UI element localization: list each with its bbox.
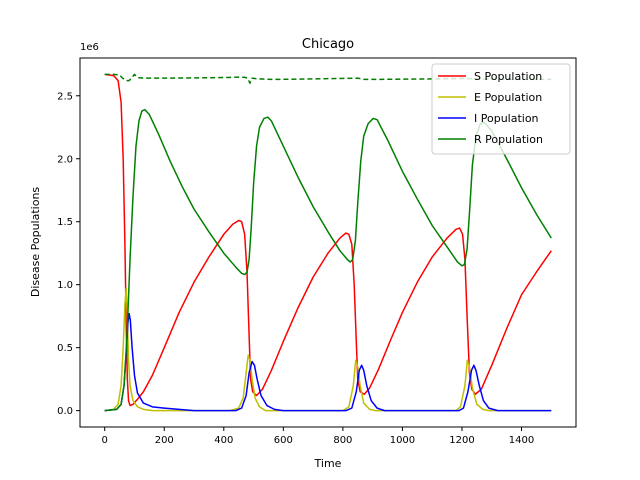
legend-label: S Population [474, 70, 542, 83]
y-tick-label: 0.0 [57, 406, 73, 417]
y-tick-label: 0.5 [57, 343, 73, 354]
x-tick-label: 600 [274, 435, 293, 446]
x-axis-label: Time [314, 457, 342, 470]
x-tick-label: 1200 [449, 435, 474, 446]
x-tick-label: 0 [102, 435, 108, 446]
x-tick-label: 400 [214, 435, 233, 446]
y-tick-label: 1.5 [57, 217, 73, 228]
y-axis-ticks: 0.0 0.5 1.0 1.5 2.0 2.5 [57, 91, 80, 417]
x-tick-label: 1400 [509, 435, 534, 446]
legend-label: R Population [474, 133, 543, 146]
x-tick-label: 200 [155, 435, 174, 446]
x-tick-label: 800 [333, 435, 352, 446]
x-axis-ticks: 0 200 400 600 800 1000 1200 1400 [102, 427, 534, 446]
series-line-dashed-4 [104, 73, 552, 84]
series-line-i-population [104, 312, 552, 412]
x-tick-label: 1000 [390, 435, 415, 446]
y-axis-label: Disease Populations [29, 187, 42, 298]
series-line-r-population [104, 108, 552, 412]
y-scale-label: 1e6 [80, 42, 99, 53]
plot-lines [104, 73, 552, 412]
legend-box [431, 63, 571, 155]
legend-label: I Population [474, 112, 539, 125]
series-line-s-population [104, 73, 552, 407]
y-tick-label: 2.0 [57, 154, 73, 165]
plot-frame [79, 57, 577, 428]
chart-title: Chicago [302, 37, 354, 52]
legend: S Population E Population I Population R Po… [431, 63, 571, 155]
y-tick-label: 1.0 [57, 280, 73, 291]
legend-label: E Population [474, 91, 542, 104]
y-tick-label: 2.5 [57, 91, 73, 102]
